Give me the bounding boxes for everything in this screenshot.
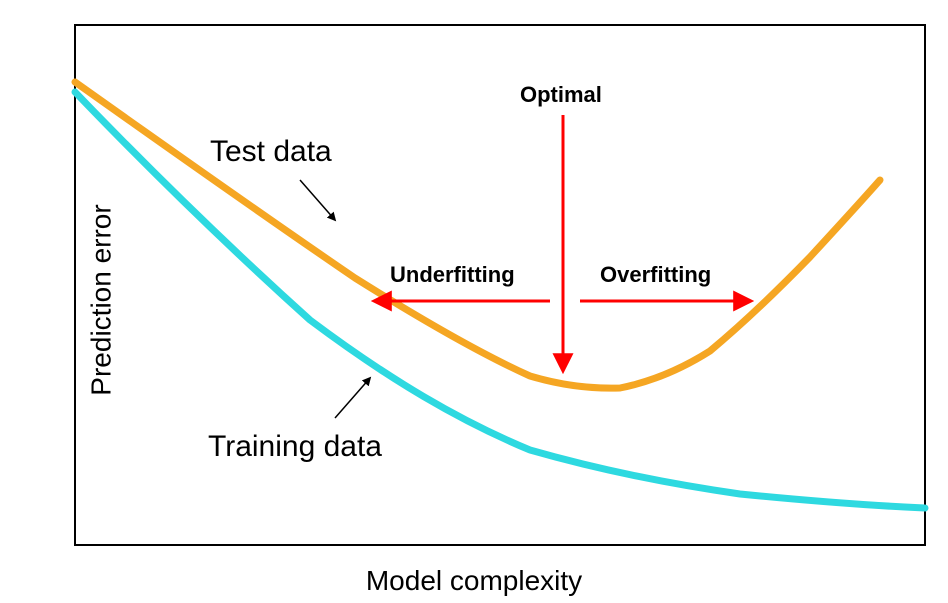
test-pointer xyxy=(300,180,335,220)
underfitting-label: Underfitting xyxy=(390,262,515,288)
test-curve xyxy=(75,82,880,388)
test-data-label: Test data xyxy=(210,135,332,169)
optimal-label: Optimal xyxy=(520,82,602,108)
training-data-label: Training data xyxy=(208,430,382,464)
bias-variance-chart: Prediction error Model complexity Test d… xyxy=(0,0,948,603)
y-axis-label: Prediction error xyxy=(86,204,118,395)
training-pointer xyxy=(335,378,370,418)
chart-svg xyxy=(0,0,948,603)
overfitting-label: Overfitting xyxy=(600,262,711,288)
x-axis-label: Model complexity xyxy=(366,565,582,597)
